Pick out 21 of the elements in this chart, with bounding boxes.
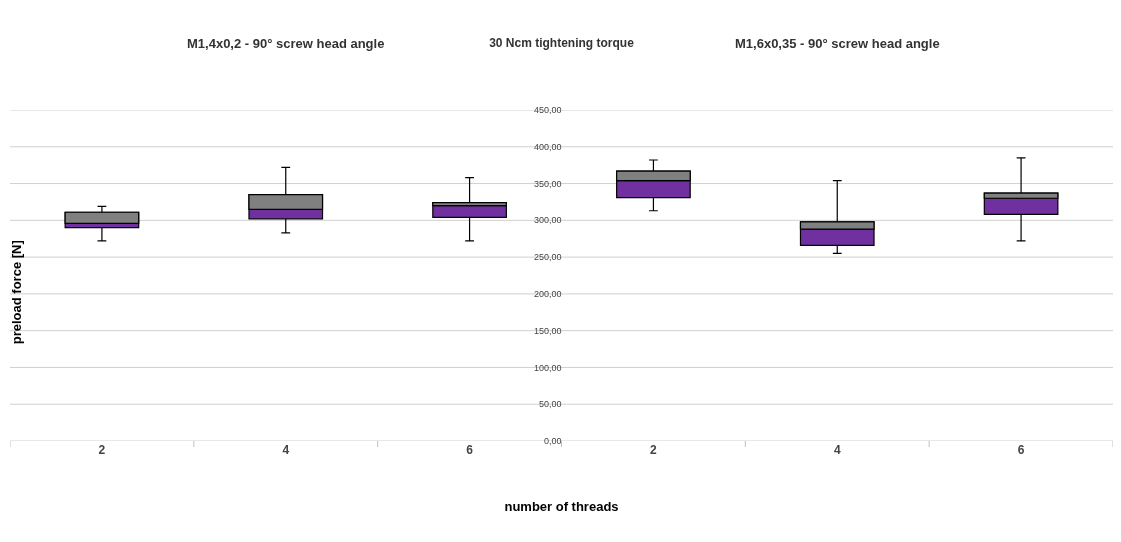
x-tick-label: 6	[466, 443, 474, 457]
text: M1,4x0,2 - 90° screw head angle	[187, 36, 385, 51]
x-tick-label: 4	[833, 443, 841, 457]
text: M1,6x0,35 - 90° screw head angle	[735, 36, 940, 51]
y-tick-label: 250,00	[533, 252, 562, 263]
y-tick-label: 50,00	[538, 399, 562, 410]
x-tick-label: 6	[1017, 443, 1025, 457]
y-tick-label: 200,00	[533, 289, 562, 300]
y-tick-label: 450,00	[533, 105, 562, 116]
y-tick-label: 400,00	[533, 141, 562, 152]
y-axis-title: preload force [N]	[9, 240, 25, 345]
x-tick-label: 2	[98, 443, 106, 457]
y-tick-label: 300,00	[533, 215, 562, 226]
y-tick-label: 150,00	[533, 325, 562, 336]
y-tick-label: 0,00	[543, 436, 562, 447]
y-tick-label: 100,00	[533, 362, 562, 373]
y-tick-label: 350,00	[533, 178, 562, 189]
x-axis-title: number of threads	[504, 498, 619, 514]
x-tick-label: 4	[282, 443, 290, 457]
chart-title: 30 Ncm tightening torque	[489, 36, 635, 51]
x-tick-label: 2	[650, 443, 658, 457]
